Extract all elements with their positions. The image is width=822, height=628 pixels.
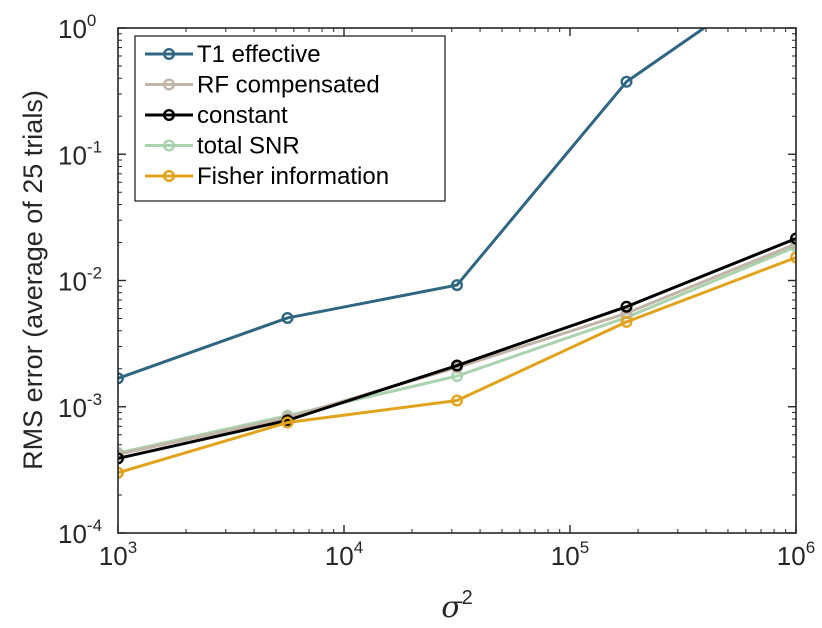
y-tick-exponent: -4 bbox=[87, 516, 102, 535]
legend-label: Fisher information bbox=[197, 163, 389, 190]
data-point bbox=[620, 300, 633, 313]
data-point bbox=[451, 359, 464, 372]
x-axis-ticks: 103 104 105 106 bbox=[99, 28, 815, 571]
legend-marker bbox=[162, 78, 175, 91]
x-tick-base: 10 bbox=[777, 541, 806, 571]
series-line bbox=[118, 242, 796, 456]
series-line bbox=[118, 237, 796, 460]
y-tick-exponent: -1 bbox=[87, 137, 102, 156]
y-axis-label: RMS error (average of 25 trials) bbox=[18, 90, 48, 470]
x-tick-label: 105 bbox=[551, 538, 589, 571]
y-tick-base: 10 bbox=[58, 519, 87, 549]
data-point bbox=[620, 75, 633, 88]
series-rf-compensated bbox=[118, 237, 796, 461]
y-tick-label: 10-1 bbox=[58, 137, 102, 170]
y-tick-label: 100 bbox=[58, 11, 96, 44]
y-tick-base: 10 bbox=[58, 267, 87, 297]
data-point bbox=[790, 232, 796, 245]
y-tick-label: 10-4 bbox=[58, 516, 102, 549]
x-tick-base: 10 bbox=[325, 541, 354, 571]
legend-marker bbox=[162, 169, 175, 182]
legend-box bbox=[134, 35, 446, 202]
legend-label: RF compensated bbox=[197, 72, 380, 99]
data-point bbox=[790, 251, 796, 264]
y-tick-exponent: -2 bbox=[87, 264, 102, 283]
x-tick-exponent: 5 bbox=[580, 538, 589, 557]
data-point bbox=[281, 416, 294, 429]
legend: T1 effective RF compensated constant total … bbox=[134, 35, 446, 202]
x-axis-label-exponent: 2 bbox=[462, 587, 473, 609]
x-tick-base: 10 bbox=[551, 541, 580, 571]
y-tick-exponent: 0 bbox=[87, 11, 96, 30]
data-point bbox=[281, 311, 294, 324]
series-constant bbox=[118, 232, 796, 465]
series-fisher-information bbox=[118, 251, 796, 479]
legend-entry: RF compensated bbox=[145, 72, 380, 99]
x-tick-exponent: 3 bbox=[128, 538, 137, 557]
data-point bbox=[620, 315, 633, 328]
legend-label: total SNR bbox=[197, 133, 300, 160]
data-point bbox=[118, 448, 124, 461]
x-tick-label: 104 bbox=[325, 538, 363, 571]
legend-marker bbox=[162, 48, 175, 61]
legend-label: T1 effective bbox=[197, 41, 321, 68]
x-tick-base: 10 bbox=[99, 541, 128, 571]
data-point bbox=[118, 452, 124, 465]
y-tick-base: 10 bbox=[58, 393, 87, 423]
data-point bbox=[118, 372, 124, 385]
y-tick-base: 10 bbox=[58, 14, 87, 44]
legend-entry: Fisher information bbox=[145, 163, 389, 190]
data-point bbox=[451, 394, 464, 407]
x-axis-label-symbol: σ bbox=[441, 590, 463, 625]
legend-entry: T1 effective bbox=[145, 41, 321, 68]
series-total-snr bbox=[118, 240, 796, 460]
y-tick-exponent: -3 bbox=[87, 390, 102, 409]
data-point bbox=[790, 237, 796, 250]
plot-series bbox=[118, 28, 796, 479]
x-tick-label: 103 bbox=[99, 538, 137, 571]
y-tick-base: 10 bbox=[58, 140, 87, 170]
series-line bbox=[118, 256, 796, 475]
series-t1-effective bbox=[118, 28, 707, 385]
y-tick-label: 10-2 bbox=[58, 264, 102, 297]
legend-marker bbox=[162, 108, 175, 121]
x-axis-label: σ2 bbox=[441, 587, 473, 625]
legend-label: constant bbox=[197, 102, 288, 129]
series-line bbox=[118, 28, 707, 380]
y-tick-label: 10-3 bbox=[58, 390, 102, 423]
x-tick-label: 106 bbox=[777, 538, 815, 571]
legend-marker bbox=[162, 139, 175, 152]
legend-entry: constant bbox=[145, 102, 288, 129]
data-point bbox=[118, 466, 124, 479]
series-line bbox=[118, 245, 796, 455]
x-tick-exponent: 6 bbox=[806, 538, 815, 557]
legend-entry: total SNR bbox=[145, 133, 300, 160]
data-point bbox=[451, 279, 464, 292]
plot-frame bbox=[117, 27, 797, 534]
x-tick-exponent: 4 bbox=[354, 538, 363, 557]
